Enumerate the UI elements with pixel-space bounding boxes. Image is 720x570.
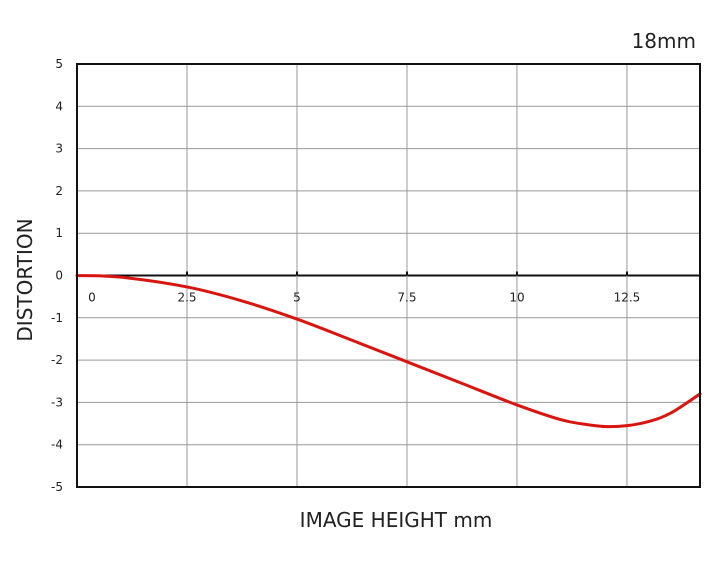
- y-axis-label: DISTORTION: [13, 218, 37, 341]
- chart-title: 18mm: [632, 29, 696, 53]
- y-tick-label: 3: [55, 142, 63, 156]
- y-tick-label: 4: [55, 99, 63, 113]
- y-tick-label: 1: [55, 226, 63, 240]
- plot-frame: [76, 63, 701, 488]
- x-tick-label: 5: [293, 291, 301, 305]
- x-tick-label: 12.5: [614, 291, 641, 305]
- y-tick-label: -1: [51, 311, 63, 325]
- x-axis-label: IMAGE HEIGHT mm: [300, 508, 493, 532]
- x-tick-labels: 0 2.5 5 7.5 10 12.5: [88, 291, 640, 305]
- x-tick-label: 0: [88, 291, 96, 305]
- y-tick-label: 5: [55, 57, 63, 71]
- y-tick-labels: 5 4 3 2 1 0 -1 -2 -3 -4 -5: [51, 57, 63, 494]
- y-tick-label: -3: [51, 395, 63, 409]
- x-tick-label: 7.5: [397, 291, 416, 305]
- distortion-curve: [75, 274, 702, 429]
- grid: [76, 63, 700, 488]
- x-tick-label: 10: [509, 291, 524, 305]
- y-tick-label: 0: [55, 269, 63, 283]
- series: [75, 274, 702, 429]
- x-tick-label: 2.5: [177, 291, 196, 305]
- y-tick-label: -2: [51, 353, 63, 367]
- y-tick-label: -5: [51, 480, 63, 494]
- y-tick-label: 2: [55, 184, 63, 198]
- y-tick-label: -4: [51, 438, 63, 452]
